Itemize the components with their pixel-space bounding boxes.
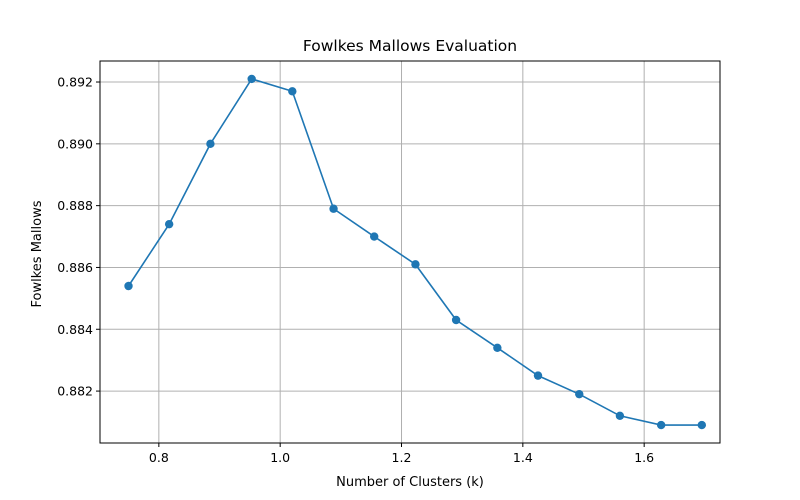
y-tick-label: 0.884 (57, 322, 93, 337)
x-axis-label: Number of Clusters (k) (336, 475, 484, 490)
data-point (533, 371, 543, 380)
data-point (124, 281, 133, 291)
y-tick-label: 0.892 (57, 75, 93, 90)
data-point (493, 343, 502, 353)
data-point (247, 74, 256, 84)
chart-title: Fowlkes Mallows Evaluation (303, 37, 517, 55)
x-tick-label: 1.0 (270, 450, 290, 465)
data-point (411, 260, 420, 269)
data-point (164, 219, 174, 229)
data-point (575, 389, 584, 399)
data-point (370, 232, 379, 241)
data-point (329, 204, 338, 213)
data-point (697, 420, 707, 430)
x-tick-label: 1.4 (513, 450, 533, 465)
data-point (288, 87, 297, 96)
ticks: 0.8 1.0 1.2 1.4 1.6 0.882 0.884 0.886 0.888 0.890… (57, 75, 654, 465)
data-point (451, 315, 461, 325)
data-point (206, 139, 215, 149)
data-point (656, 420, 666, 430)
x-tick-label: 1.6 (634, 450, 654, 465)
series-layer (124, 74, 707, 430)
plot-frame (99, 60, 721, 444)
y-tick-label: 0.888 (57, 198, 93, 213)
y-tick-label: 0.882 (57, 384, 93, 399)
x-tick-label: 1.2 (392, 450, 412, 465)
x-tick-label: 0.8 (149, 450, 169, 465)
y-tick-label: 0.886 (57, 260, 93, 275)
y-tick-label: 0.890 (57, 136, 93, 151)
y-axis-label: Fowlkes Mallows (30, 200, 45, 307)
grid (100, 61, 720, 443)
data-point (615, 411, 625, 421)
